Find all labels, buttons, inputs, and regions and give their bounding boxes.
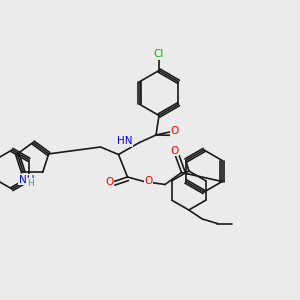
Text: O: O <box>170 146 178 156</box>
Text: O: O <box>105 177 113 188</box>
Text: HN: HN <box>117 136 133 146</box>
Text: O: O <box>145 176 153 187</box>
Text: Cl: Cl <box>154 49 164 59</box>
Text: O: O <box>171 126 179 136</box>
Text: H: H <box>27 179 34 188</box>
Text: NH: NH <box>19 175 34 185</box>
